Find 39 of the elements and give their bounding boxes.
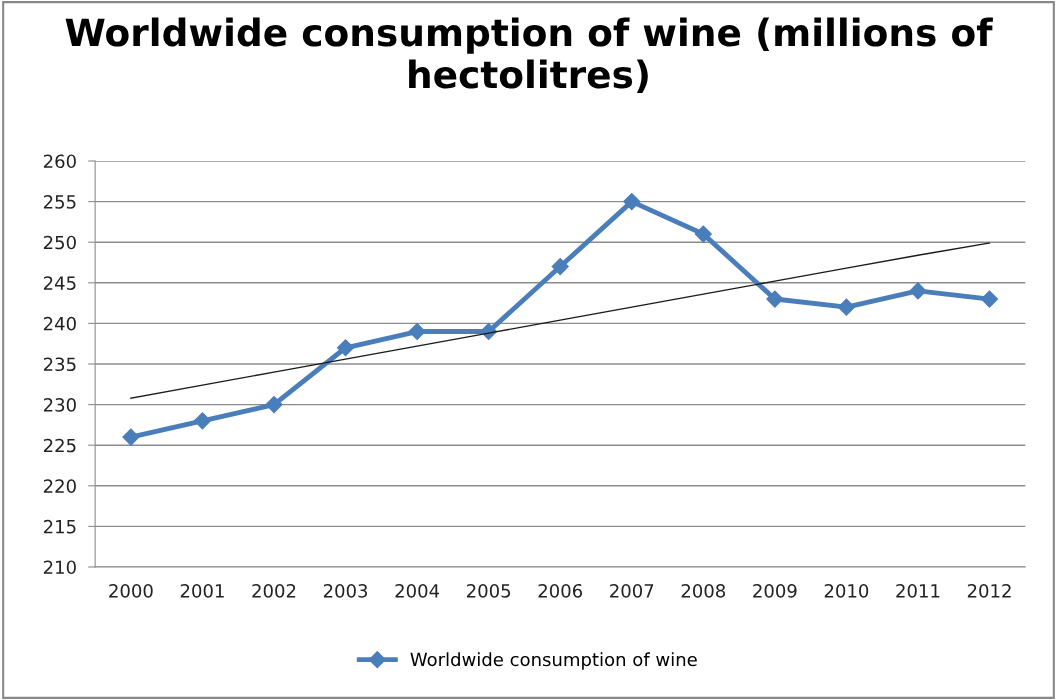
y-tick-label: 260: [43, 154, 76, 169]
y-tick-label: 250: [43, 235, 76, 250]
x-tick-label: 2012: [967, 583, 1011, 598]
y-tick-label: 240: [43, 316, 76, 331]
point: [337, 339, 355, 357]
x-tick-label: 2007: [610, 583, 654, 598]
y-tick-label: 220: [43, 479, 76, 493]
legend-label: Worldwide consumption of wine: [410, 652, 697, 670]
x-tick-label: 2004: [395, 583, 440, 598]
point: [408, 322, 426, 341]
point: [551, 258, 569, 276]
point: [623, 193, 641, 211]
point: [694, 225, 712, 243]
x-tick-label: 2008: [681, 583, 726, 598]
x-tick-label: 2002: [252, 583, 296, 598]
y-tick-label: 225: [43, 438, 76, 453]
y-tick-label: 235: [43, 357, 76, 372]
point: [193, 412, 212, 430]
x-tick-label: 2000: [109, 583, 153, 598]
point: [766, 290, 784, 308]
point: [837, 298, 855, 316]
y-tick-label: 230: [43, 398, 76, 412]
point: [909, 282, 927, 300]
y-tick-label: 210: [43, 560, 76, 575]
y-tick-label: 215: [43, 519, 76, 534]
line-series: [130, 242, 991, 399]
x-tick-label: 2009: [753, 583, 797, 598]
x-tick-label: 2005: [467, 583, 511, 598]
x-tick-label: 2001: [180, 583, 224, 598]
y-tick-label: 255: [43, 195, 76, 209]
x-tick-label: 2010: [824, 583, 869, 598]
x-tick-label: 2006: [538, 583, 583, 598]
point: [265, 396, 283, 414]
y-tick-label: 245: [43, 276, 76, 290]
point: [980, 290, 999, 308]
x-tick-label: 2011: [896, 583, 940, 598]
x-tick-label: 2003: [323, 583, 368, 598]
chart-title: Worldwide consumption of wine (millions of hectolitres): [65, 17, 993, 93]
point: [122, 428, 140, 446]
